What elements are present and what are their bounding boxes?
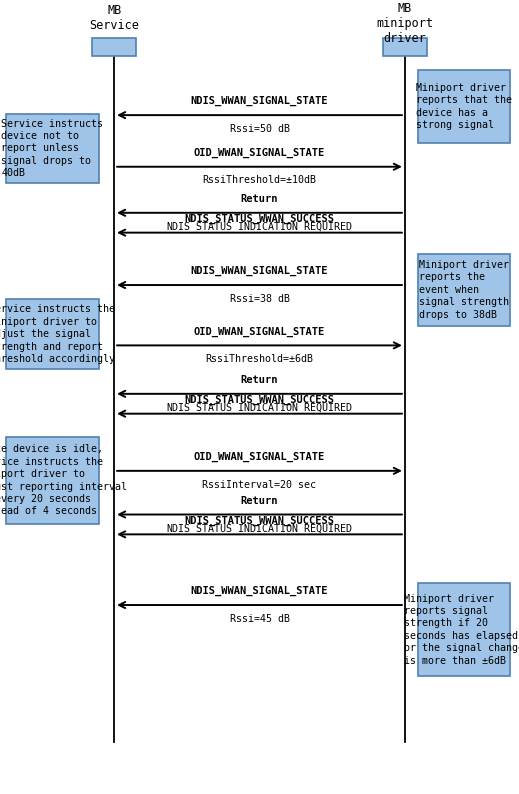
- Text: Rssi=38 dB: Rssi=38 dB: [229, 294, 290, 304]
- Text: RssiThreshold=±6dB: RssiThreshold=±6dB: [206, 354, 313, 364]
- FancyBboxPatch shape: [6, 299, 99, 369]
- FancyBboxPatch shape: [418, 254, 510, 326]
- Text: NDIS_STATUS_INDICATION_REQUIRED: NDIS_STATUS_INDICATION_REQUIRED: [167, 403, 352, 414]
- FancyBboxPatch shape: [383, 38, 427, 56]
- Text: NDIS_STATUS_INDICATION_REQUIRED: NDIS_STATUS_INDICATION_REQUIRED: [167, 523, 352, 534]
- FancyBboxPatch shape: [418, 583, 510, 676]
- Text: NDIS_WWAN_SIGNAL_STATE: NDIS_WWAN_SIGNAL_STATE: [191, 96, 328, 106]
- Text: MB
Service: MB Service: [89, 4, 139, 32]
- Text: NDIS_STATUS_WWAN_SUCCESS: NDIS_STATUS_WWAN_SUCCESS: [184, 214, 335, 224]
- Text: NDIS_STATUS_WWAN_SUCCESS: NDIS_STATUS_WWAN_SUCCESS: [184, 395, 335, 405]
- FancyBboxPatch shape: [6, 437, 99, 524]
- FancyBboxPatch shape: [6, 114, 99, 183]
- Text: Return: Return: [241, 194, 278, 204]
- Text: Return: Return: [241, 495, 278, 506]
- Text: RssiThreshold=±10dB: RssiThreshold=±10dB: [202, 175, 317, 186]
- Text: RssiInterval=20 sec: RssiInterval=20 sec: [202, 480, 317, 490]
- Text: Service instructs
device not to
report unless
signal drops to
40dB: Service instructs device not to report u…: [2, 118, 103, 179]
- Text: NDIS_STATUS_INDICATION_REQUIRED: NDIS_STATUS_INDICATION_REQUIRED: [167, 222, 352, 233]
- Text: NDIS_WWAN_SIGNAL_STATE: NDIS_WWAN_SIGNAL_STATE: [191, 266, 328, 276]
- Text: NDIS_WWAN_SIGNAL_STATE: NDIS_WWAN_SIGNAL_STATE: [191, 586, 328, 596]
- Text: MB
miniport
driver: MB miniport driver: [376, 2, 433, 44]
- Text: Return: Return: [241, 375, 278, 385]
- Text: Service instructs the
miniport driver to
adjust the signal
strength and report
t: Service instructs the miniport driver to…: [0, 304, 115, 364]
- Text: Miniport driver
reports that the
device has a
strong signal: Miniport driver reports that the device …: [416, 83, 512, 130]
- FancyBboxPatch shape: [92, 38, 136, 56]
- Text: OID_WWAN_SIGNAL_STATE: OID_WWAN_SIGNAL_STATE: [194, 148, 325, 158]
- Text: Miniport driver
reports the
event when
signal strength
drops to 38dB: Miniport driver reports the event when s…: [419, 260, 509, 320]
- Text: Miniport driver
reports signal
strength if 20
seconds has elapsed
or the signal : Miniport driver reports signal strength …: [404, 594, 519, 665]
- Text: Rssi=50 dB: Rssi=50 dB: [229, 124, 290, 134]
- Text: OID_WWAN_SIGNAL_STATE: OID_WWAN_SIGNAL_STATE: [194, 452, 325, 462]
- Text: Rssi=45 dB: Rssi=45 dB: [229, 614, 290, 624]
- FancyBboxPatch shape: [418, 70, 510, 143]
- Text: OID_WWAN_SIGNAL_STATE: OID_WWAN_SIGNAL_STATE: [194, 326, 325, 337]
- Text: NDIS_STATUS_WWAN_SUCCESS: NDIS_STATUS_WWAN_SUCCESS: [184, 515, 335, 526]
- Text: Since device is idle,
service instructs the
miniport driver to
adjust reporting : Since device is idle, service instructs …: [0, 445, 128, 516]
